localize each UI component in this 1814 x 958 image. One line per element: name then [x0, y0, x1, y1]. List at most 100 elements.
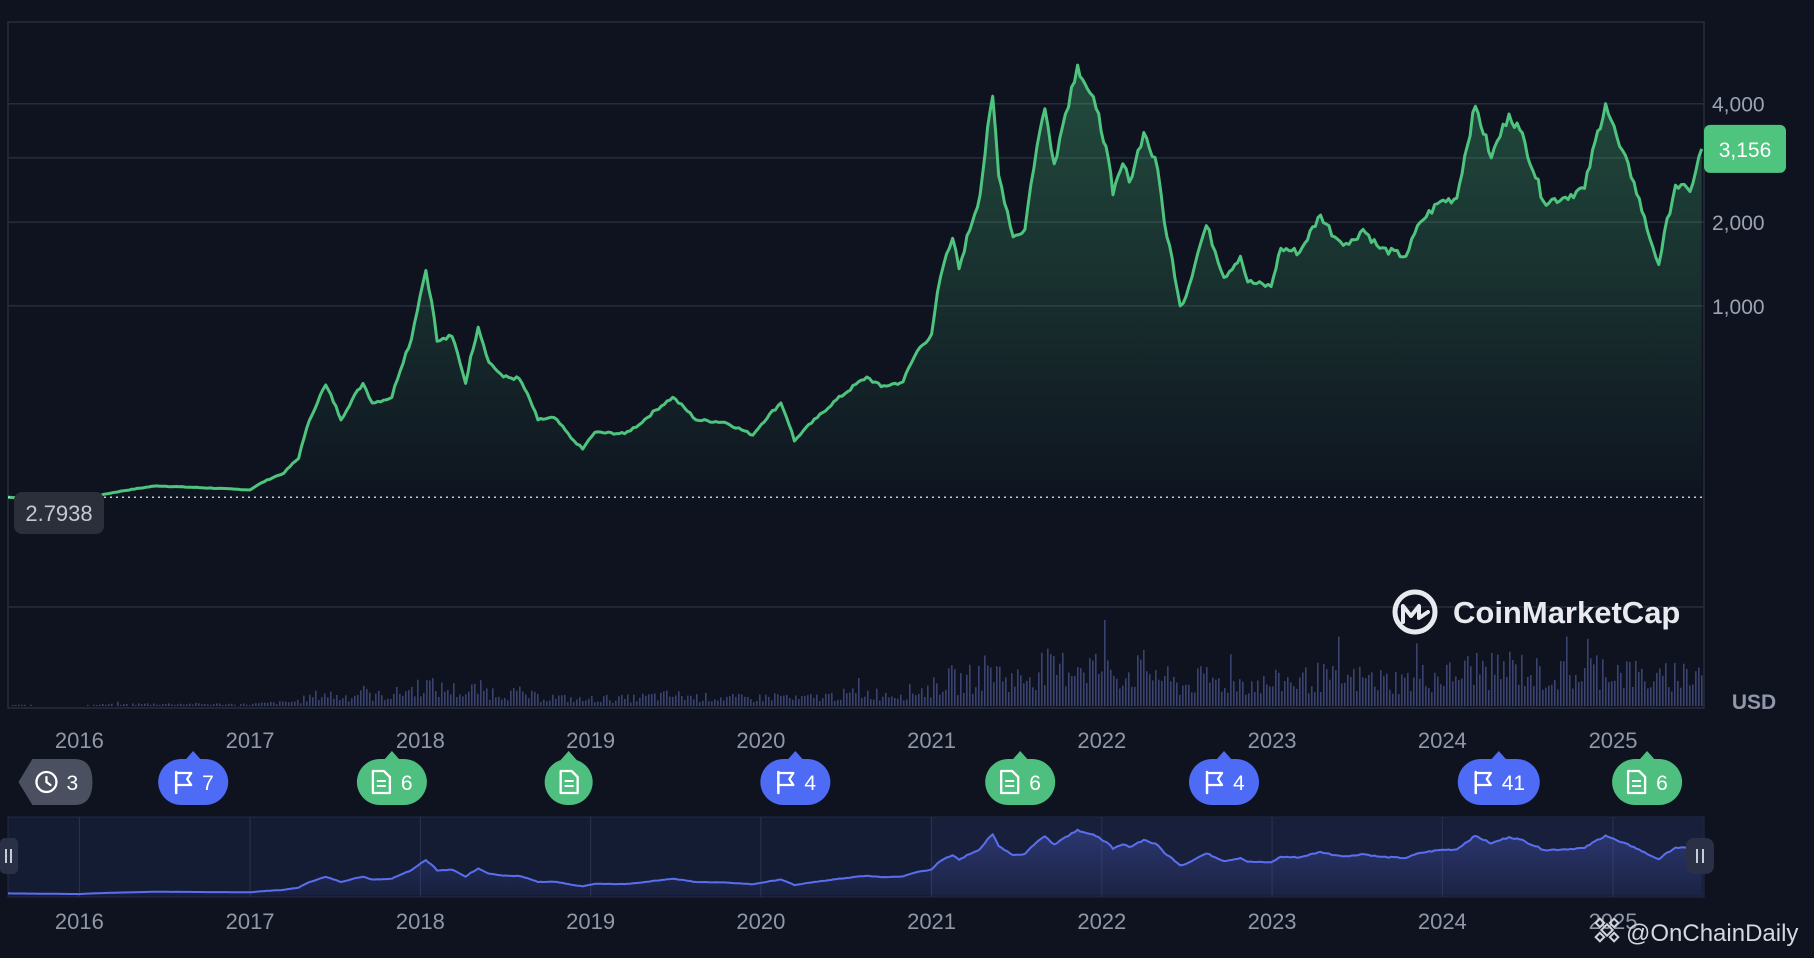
volume-bar — [816, 694, 818, 706]
volume-bar — [141, 704, 143, 706]
x-tick-label: 2024 — [1418, 728, 1467, 753]
range-navigator[interactable] — [0, 816, 1714, 898]
volume-bar — [1029, 677, 1031, 706]
volume-bar — [705, 693, 707, 706]
volume-bar — [954, 669, 956, 706]
volume-bar — [1359, 666, 1361, 706]
volume-bar — [468, 691, 470, 706]
volume-bar — [1140, 659, 1142, 706]
event-badge[interactable]: 4 — [1189, 751, 1260, 805]
volume-bar — [855, 693, 857, 706]
price-series-line[interactable] — [7, 63, 1704, 504]
volume-bar — [1518, 684, 1520, 706]
volume-bar — [1458, 680, 1460, 706]
volume-bar — [660, 692, 662, 706]
volume-bar — [267, 703, 269, 706]
volume-bar — [1434, 672, 1436, 706]
x-tick-label: 2022 — [1077, 728, 1126, 753]
volume-bar — [384, 700, 386, 706]
volume-bar — [1416, 643, 1418, 706]
volume-bar — [534, 691, 536, 706]
volume-bar — [1218, 678, 1220, 706]
volume-bar — [792, 699, 794, 706]
volume-bar — [1398, 694, 1400, 706]
volume-bar — [1500, 679, 1502, 706]
volume-bar — [1395, 671, 1397, 706]
volume-bar — [1572, 688, 1574, 706]
event-badge[interactable]: 4 — [760, 751, 831, 805]
event-markers[interactable]: 3 7 6 4 6 4 41 6 — [18, 751, 1683, 805]
volume-bar — [1419, 678, 1421, 706]
volume-bar — [1659, 668, 1661, 706]
volume-bar — [30, 704, 32, 706]
drag-handle-icon — [1696, 849, 1704, 863]
watermark: @OnChainDaily — [1594, 917, 1798, 947]
volume-bar — [1623, 687, 1625, 706]
volume-bar — [1362, 677, 1364, 706]
event-badge[interactable]: 3 — [18, 759, 93, 805]
volume-bar — [573, 702, 575, 706]
volume-bar — [1650, 687, 1652, 706]
volume-bar — [600, 701, 602, 706]
volume-bar — [1101, 671, 1103, 706]
volume-bar — [1323, 663, 1325, 706]
volume-bar — [159, 704, 161, 706]
event-badge[interactable] — [544, 751, 593, 805]
volume-bar — [1371, 672, 1373, 706]
volume-bar — [1590, 658, 1592, 706]
event-badge[interactable]: 41 — [1457, 751, 1540, 805]
volume-bar — [1254, 692, 1256, 706]
volume-bar — [366, 689, 368, 706]
navigator-x-tick-label: 2016 — [55, 909, 104, 934]
volume-bar — [186, 704, 188, 706]
volume-bar — [1539, 666, 1541, 706]
volume-bar — [1005, 677, 1007, 706]
volume-bar — [768, 696, 770, 706]
volume-bar — [372, 700, 374, 706]
volume-bar — [1587, 638, 1589, 706]
volume-bar — [981, 690, 983, 706]
flag-icon — [174, 770, 193, 795]
event-badge[interactable]: 6 — [356, 751, 427, 805]
navigator-left-handle[interactable] — [0, 838, 18, 874]
volume-bar — [1560, 661, 1562, 706]
volume-bar — [222, 705, 224, 706]
volume-bar — [270, 701, 272, 706]
volume-bar — [1263, 676, 1265, 706]
volume-bar — [1284, 681, 1286, 706]
volume-bar — [1701, 675, 1703, 706]
volume-bar — [936, 683, 938, 706]
volume-bar — [93, 704, 95, 706]
volume-bar — [402, 695, 404, 706]
volume-bar — [1074, 675, 1076, 706]
volume-bar — [1461, 678, 1463, 706]
volume-bar — [1221, 691, 1223, 706]
volume-bar — [609, 700, 611, 706]
volume-bar — [1383, 676, 1385, 706]
volume-bar — [720, 697, 722, 706]
navigator-x-tick-label: 2023 — [1248, 909, 1297, 934]
volume-bar — [447, 690, 449, 706]
event-badge[interactable]: 6 — [1612, 751, 1683, 805]
volume-bar — [909, 684, 911, 706]
volume-bar — [1212, 677, 1214, 706]
coinmarketcap-logo: CoinMarketCap — [1392, 589, 1680, 635]
volume-bar — [450, 694, 452, 706]
volume-bar — [273, 702, 275, 706]
volume-bar — [843, 688, 845, 706]
volume-bar — [1308, 693, 1310, 706]
volume-bar — [414, 696, 416, 706]
navigator-x-tick-label: 2024 — [1418, 909, 1467, 934]
volume-bar — [96, 705, 98, 706]
volume-bar — [1233, 681, 1235, 706]
event-badge[interactable]: 7 — [158, 751, 229, 805]
volume-bar — [150, 704, 152, 706]
volume-bar — [24, 704, 26, 706]
volume-bar — [1389, 689, 1391, 706]
flag-icon — [777, 770, 795, 795]
volume-bar — [309, 694, 311, 706]
volume-bar — [399, 693, 401, 706]
event-badge[interactable]: 6 — [985, 751, 1056, 805]
navigator-right-handle[interactable] — [1686, 838, 1714, 874]
